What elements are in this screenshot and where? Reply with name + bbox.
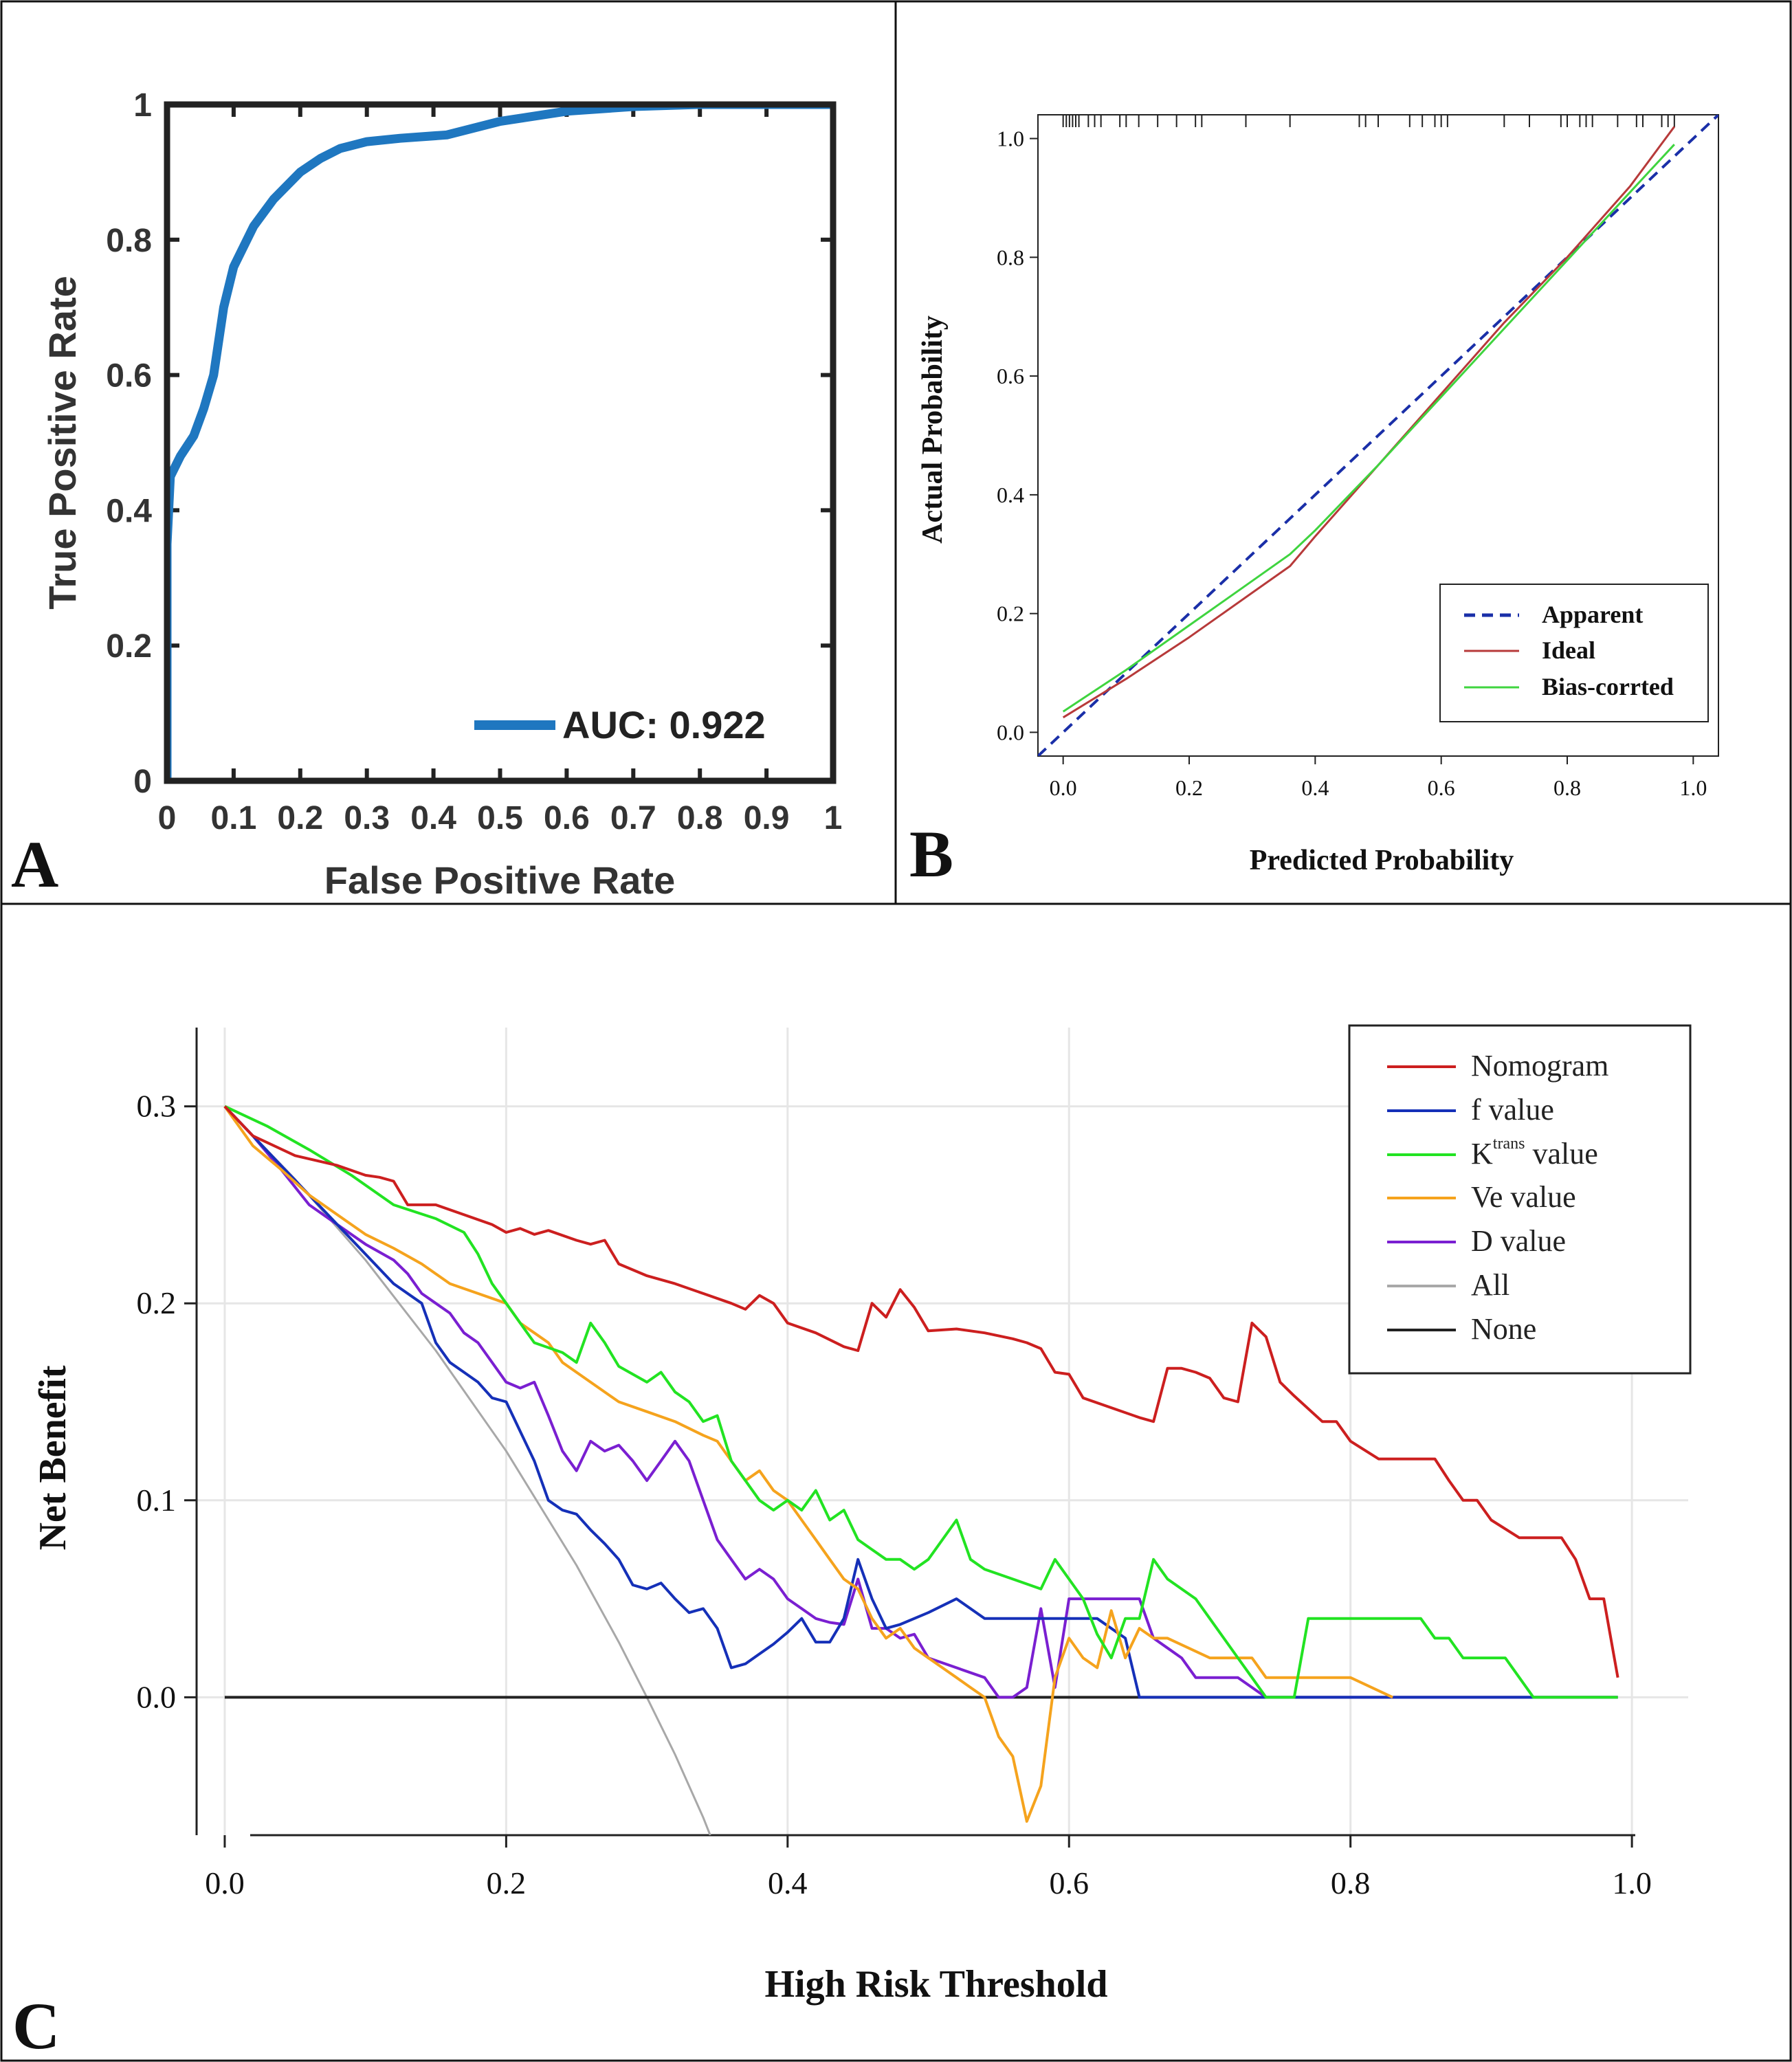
calibration-y-tick-label: 0.8 [997,245,1024,269]
roc-y-axis-label: True Positive Rate [41,276,84,610]
dca-x-tick-label: 0.2 [487,1865,527,1900]
dca-line-d-value [223,1105,1618,1699]
calibration-line-bias-corrted [1062,144,1675,713]
legend-label-ideal: Ideal [1542,636,1595,664]
calibration-line-apparent [1038,115,1718,756]
panel-label-c: C [12,1989,60,2062]
decision-curve-chart: 0.0 0.2 0.4 0.6 0.8 1.0 0.0 0.1 0.2 0.3 High Risk… [12,1024,1692,2062]
roc-x-tick-label: 0.6 [544,800,590,836]
calibration-series [1038,115,1718,756]
roc-x-tick-label: 0.2 [277,800,323,836]
roc-y-tick-label: 0.2 [106,628,152,665]
calibration-x-tick-label: 0.0 [1050,775,1077,800]
roc-x-tick-label: 0.5 [477,800,523,836]
calibration-y-tick-label: 1.0 [997,126,1024,151]
legend-label-bias-corrected: Bias-corrted [1542,673,1674,700]
roc-y-tick-label: 0 [133,764,152,800]
calibration-legend: Apparent Ideal Bias-corrted [1439,584,1709,722]
calibration-y-tick-label: 0.0 [997,720,1024,744]
calibration-x-tick-label: 1.0 [1679,775,1707,800]
legend-label-ktrans-value: Ktrans value [1471,1135,1598,1171]
calibration-tick-labels: 0.0 0.2 0.4 0.6 0.8 1.0 0.0 0.2 0.4 0.6 0.8 1.0 [997,126,1707,800]
legend-label-f-value: f value [1471,1093,1554,1127]
panel-label-a: A [11,828,58,901]
dca-x-tick-label: 1.0 [1612,1865,1652,1900]
roc-x-tick-label: 0.3 [344,800,390,836]
dca-x-tick-label: 0.8 [1331,1865,1371,1900]
dca-line-ve-value [223,1105,1393,1823]
roc-y-tick-label: 0.6 [106,358,152,395]
dca-tick-labels: 0.0 0.2 0.4 0.6 0.8 1.0 0.0 0.1 0.2 0.3 [137,1089,1652,1900]
roc-x-tick-label: 0.1 [211,800,257,836]
legend-label-ktrans-superscript: trans [1493,1135,1525,1153]
dca-y-tick-label: 0.3 [137,1089,177,1124]
calibration-x-axis-label: Predicted Probability [1250,845,1514,876]
legend-label-none: None [1471,1312,1536,1346]
dca-line-nomogram [223,1105,1619,1678]
roc-x-tick-label: 0 [158,800,177,836]
dca-x-tick-label: 0.4 [768,1865,808,1900]
dca-y-tick-label: 0.0 [137,1679,177,1714]
calibration-x-tick-label: 0.2 [1175,775,1203,800]
dca-series [223,1105,1619,1835]
calibration-line-ideal [1062,126,1676,719]
roc-x-tick-label: 0.8 [677,800,723,836]
dca-ticks [184,1105,1633,1848]
legend-label-apparent: Apparent [1542,601,1643,628]
calibration-legend-box [1439,584,1709,722]
calibration-x-tick-label: 0.4 [1301,775,1329,800]
roc-legend-label: AUC: 0.922 [562,703,766,746]
roc-series [167,104,833,781]
legend-label-nomogram: Nomogram [1471,1049,1608,1083]
roc-y-tick-label: 0.8 [106,223,152,259]
roc-x-tick-label: 0.7 [610,800,656,836]
calibration-chart: 0.0 0.2 0.4 0.6 0.8 1.0 0.0 0.2 0.4 0.6 0.8 1.0 Pre… [909,114,1719,891]
calibration-y-tick-label: 0.2 [997,601,1024,626]
roc-tick-labels: 0 0.1 0.2 0.3 0.4 0.5 0.6 0.7 0.8 0.9 1 0 0.2 0.4 0.6 0… [106,87,842,836]
legend-label-all: All [1471,1268,1509,1302]
roc-legend: AUC: 0.922 [474,703,766,746]
legend-label-d-value: D value [1471,1224,1566,1258]
roc-y-tick-label: 0.4 [106,493,152,529]
calibration-ticks [1030,137,1694,764]
dca-line-f-value [223,1105,1618,1699]
calibration-y-axis-label: Actual Probability [917,315,949,544]
roc-x-tick-label: 0.9 [744,800,790,836]
dca-x-axis-label: High Risk Threshold [764,1963,1107,2006]
roc-y-tick-label: 1 [133,87,152,124]
legend-label-ktrans-rest: value [1525,1137,1597,1171]
dca-y-tick-label: 0.1 [137,1483,177,1518]
roc-plot-frame [164,101,837,784]
dca-y-tick-label: 0.2 [137,1285,177,1320]
roc-x-tick-label: 1 [824,800,843,836]
legend-label-ve-value: Ve value [1471,1180,1576,1214]
roc-chart: 0 0.1 0.2 0.3 0.4 0.5 0.6 0.7 0.8 0.9 1 0 0.2 0.4 0.6 0… [11,87,842,902]
calibration-x-tick-label: 0.8 [1553,775,1581,800]
panel-label-b: B [909,817,953,891]
dca-y-axis-label: Net Benefit [32,1365,74,1550]
dca-legend: Nomogram f value Ktrans value Ve value D… [1348,1024,1692,1375]
calibration-y-tick-label: 0.4 [997,483,1024,507]
roc-curve [167,104,833,781]
legend-label-ktrans-base: K [1471,1137,1493,1171]
roc-x-axis-label: False Positive Rate [324,858,675,902]
dca-x-tick-label: 0.0 [205,1865,245,1900]
roc-x-tick-label: 0.4 [410,800,456,836]
calibration-y-tick-label: 0.6 [997,364,1024,388]
dca-line-k-trans-value [224,1105,1618,1699]
dca-line-all [223,1105,711,1835]
calibration-x-tick-label: 0.6 [1428,775,1455,800]
dca-x-tick-label: 0.6 [1049,1865,1089,1900]
calibration-rug [1062,115,1675,127]
